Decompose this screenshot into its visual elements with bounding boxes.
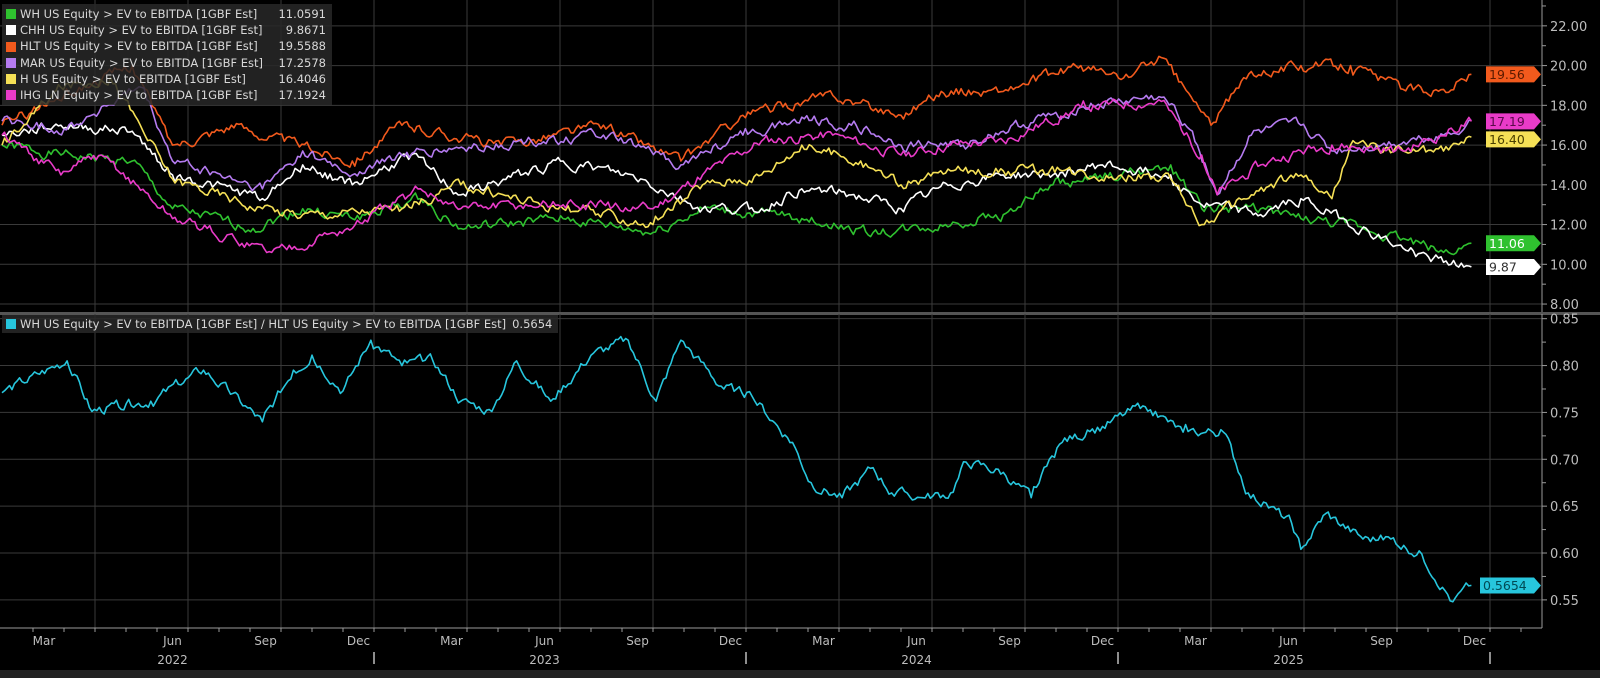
- legend-value: 17.1924: [278, 88, 326, 103]
- legend-label: HLT US Equity > EV to EBITDA [1GBF Est]: [20, 39, 258, 54]
- x-month-label: Jun: [162, 634, 182, 648]
- x-month-label: Jun: [906, 634, 926, 648]
- tag-label: 19.56: [1489, 67, 1525, 82]
- legend-swatch: [6, 73, 16, 84]
- y-tick-label: 0.65: [1550, 500, 1579, 515]
- legend-label: CHH US Equity > EV to EBITDA [1GBF Est]: [20, 23, 263, 38]
- x-month-label: Dec: [1091, 634, 1114, 648]
- x-month-label: Sep: [254, 634, 277, 648]
- x-month-label: Mar: [1184, 634, 1207, 648]
- y-tick-label: 10.00: [1550, 258, 1587, 273]
- legend-label: H US Equity > EV to EBITDA [1GBF Est]: [20, 71, 246, 86]
- legend-swatch-ratio: [6, 319, 16, 329]
- legend-swatch: [6, 25, 16, 36]
- last-value-tag-hlt: 19.56: [1486, 66, 1541, 83]
- last-value-tag-wh: 11.06: [1486, 235, 1541, 252]
- y-tick-label: 0.55: [1550, 594, 1579, 609]
- y-tick-label: 14.00: [1550, 179, 1587, 194]
- y-tick-label: 20.00: [1550, 60, 1587, 75]
- last-value-tag-h: 16.40: [1486, 131, 1541, 148]
- tag-label: 11.06: [1489, 236, 1525, 251]
- legend-swatch: [6, 90, 16, 101]
- y-tick-label: 12.00: [1550, 219, 1587, 234]
- tag-shape: [1486, 258, 1541, 275]
- legend-item-h: H US Equity > EV to EBITDA [1GBF Est] 16.…: [6, 71, 326, 87]
- legend-value-ratio: 0.5654: [512, 317, 553, 331]
- y-tick-label: 0.85: [1550, 313, 1579, 328]
- tag-label: 17.19: [1489, 114, 1525, 129]
- tag-shape: [1480, 577, 1541, 594]
- y-tick-label: 18.00: [1550, 99, 1587, 114]
- series-line-mar: [1, 86, 1472, 196]
- tag-shape: [1486, 66, 1541, 83]
- bottom-scrollbar[interactable]: [0, 670, 1600, 678]
- panel-divider: [0, 312, 1600, 315]
- series-line-ihg: [1, 98, 1473, 254]
- legend-value: 9.8671: [285, 23, 326, 38]
- legend-label-ratio: WH US Equity > EV to EBITDA [1GBF Est] /…: [20, 317, 507, 331]
- y-tick-label: 16.00: [1550, 139, 1587, 154]
- last-value-tag-ratio: 0.5654: [1480, 577, 1541, 594]
- series-line-wh: [1, 141, 1472, 256]
- x-month-label: Dec: [1463, 634, 1486, 648]
- x-year-label: 2022: [157, 653, 188, 667]
- lower-legend: WH US Equity > EV to EBITDA [1GBF Est] /…: [2, 315, 559, 333]
- series-line-ratio: [1, 335, 1472, 603]
- tag-label: 16.40: [1489, 132, 1525, 147]
- x-year-label: 2023: [529, 653, 560, 667]
- x-month-label: Mar: [812, 634, 835, 648]
- tag-shape: [1486, 113, 1541, 130]
- x-month-label: Dec: [347, 634, 370, 648]
- x-month-label: Mar: [440, 634, 463, 648]
- legend-value: 16.4046: [278, 71, 326, 86]
- series-line-h: [1, 76, 1472, 229]
- legend-swatch: [6, 57, 16, 68]
- legend-value: 17.2578: [278, 55, 326, 70]
- x-year-label: 2024: [901, 653, 932, 667]
- legend-swatch: [6, 9, 16, 20]
- legend-value: 11.0591: [278, 7, 326, 21]
- series-line-chh: [1, 122, 1472, 268]
- legend-value: 19.5588: [278, 39, 326, 54]
- legend-item-wh: WH US Equity > EV to EBITDA [1GBF Est] 11…: [6, 6, 326, 22]
- legend-item-ihg: IHG LN Equity > EV to EBITDA [1GBF Est] 1…: [6, 87, 326, 103]
- tag-label: 9.87: [1489, 259, 1517, 274]
- x-month-label: Dec: [719, 634, 742, 648]
- upper-legend: WH US Equity > EV to EBITDA [1GBF Est] 11…: [2, 4, 332, 106]
- legend-label: WH US Equity > EV to EBITDA [1GBF Est]: [20, 7, 258, 21]
- y-tick-label: 0.75: [1550, 406, 1579, 421]
- y-tick-label: 0.60: [1550, 547, 1579, 562]
- x-month-label: Sep: [626, 634, 649, 648]
- y-tick-label: 8.00: [1550, 298, 1579, 313]
- x-year-label: 2025: [1273, 653, 1304, 667]
- x-month-label: Sep: [998, 634, 1021, 648]
- legend-item-chh: CHH US Equity > EV to EBITDA [1GBF Est] 9…: [6, 22, 326, 38]
- series-line-hlt: [1, 55, 1472, 168]
- y-tick-label: 22.00: [1550, 20, 1587, 35]
- tag-shape: [1486, 235, 1541, 252]
- legend-swatch: [6, 41, 16, 52]
- x-month-label: Sep: [1370, 634, 1393, 648]
- x-month-label: Mar: [33, 634, 56, 648]
- legend-item-mar: MAR US Equity > EV to EBITDA [1GBF Est] 1…: [6, 55, 326, 71]
- y-tick-label: 0.70: [1550, 453, 1579, 468]
- last-value-tag-ihg: 17.19: [1486, 113, 1541, 130]
- y-tick-label: 0.80: [1550, 360, 1579, 375]
- tag-shape: [1486, 131, 1541, 148]
- last-value-tag-chh: 9.87: [1486, 258, 1541, 275]
- x-month-label: Jun: [1278, 634, 1298, 648]
- legend-label: IHG LN Equity > EV to EBITDA [1GBF Est]: [20, 88, 258, 103]
- tag-label: 0.5654: [1483, 578, 1527, 593]
- legend-label: MAR US Equity > EV to EBITDA [1GBF Est]: [20, 55, 263, 70]
- x-month-label: Jun: [534, 634, 554, 648]
- legend-item-hlt: HLT US Equity > EV to EBITDA [1GBF Est] 1…: [6, 38, 326, 54]
